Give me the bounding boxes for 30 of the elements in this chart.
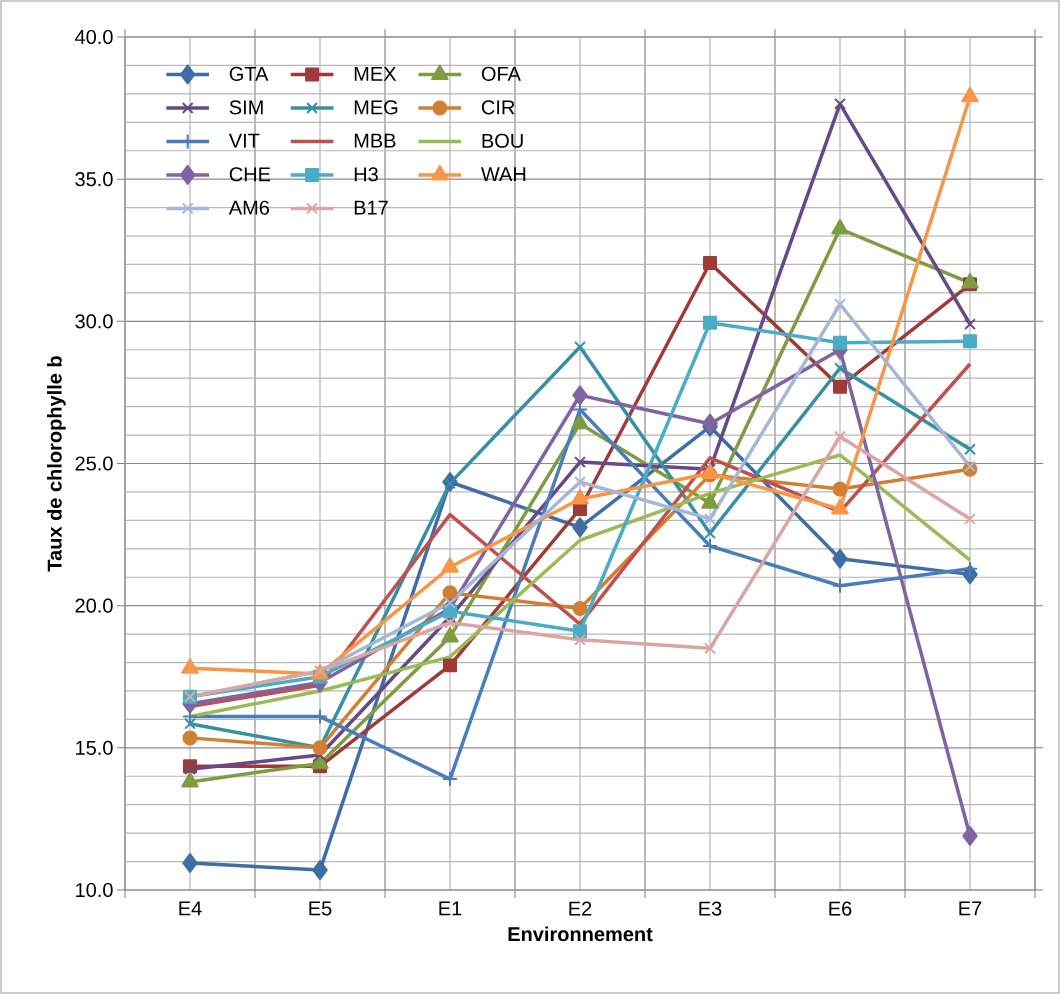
legend-label: AM6 — [228, 200, 270, 215]
legend-label: MBB — [354, 133, 396, 148]
legend-label: B17 — [354, 200, 388, 215]
y-axis-title: Taux de chlorophylle b — [47, 356, 66, 572]
legend-label: BOU — [482, 133, 523, 148]
x-tick-label: E5 — [309, 901, 332, 916]
legend-label: SIM — [229, 100, 263, 115]
legend-label: OFA — [481, 66, 521, 81]
x-tick-label: E3 — [699, 901, 722, 916]
x-tick-label: E2 — [569, 901, 592, 916]
x-tick-label: E7 — [959, 901, 982, 916]
legend-label: H3 — [354, 167, 378, 182]
y-tick-label: 10.0 — [76, 882, 113, 898]
x-axis-title: Environnement — [508, 926, 653, 942]
x-tick-label: E4 — [179, 901, 202, 916]
legend-label: GTA — [229, 66, 269, 81]
y-tick-label: 35.0 — [75, 172, 113, 187]
x-tick-label: E1 — [439, 901, 462, 916]
legend-label: WAH — [481, 167, 526, 182]
y-tick-label: 30.0 — [75, 314, 113, 329]
legend-label: CIR — [481, 100, 515, 115]
y-tick-label: 40.0 — [75, 29, 113, 45]
legend-label: MEX — [354, 66, 397, 81]
legend-label: MEG — [354, 100, 398, 115]
y-tick-label: 25.0 — [75, 456, 113, 471]
x-tick-label: E6 — [829, 901, 852, 916]
y-tick-label: 20.0 — [75, 598, 113, 613]
legend-label: VIT — [228, 133, 260, 148]
legend-label: CHE — [229, 167, 271, 182]
y-tick-label: 15.0 — [76, 740, 113, 755]
